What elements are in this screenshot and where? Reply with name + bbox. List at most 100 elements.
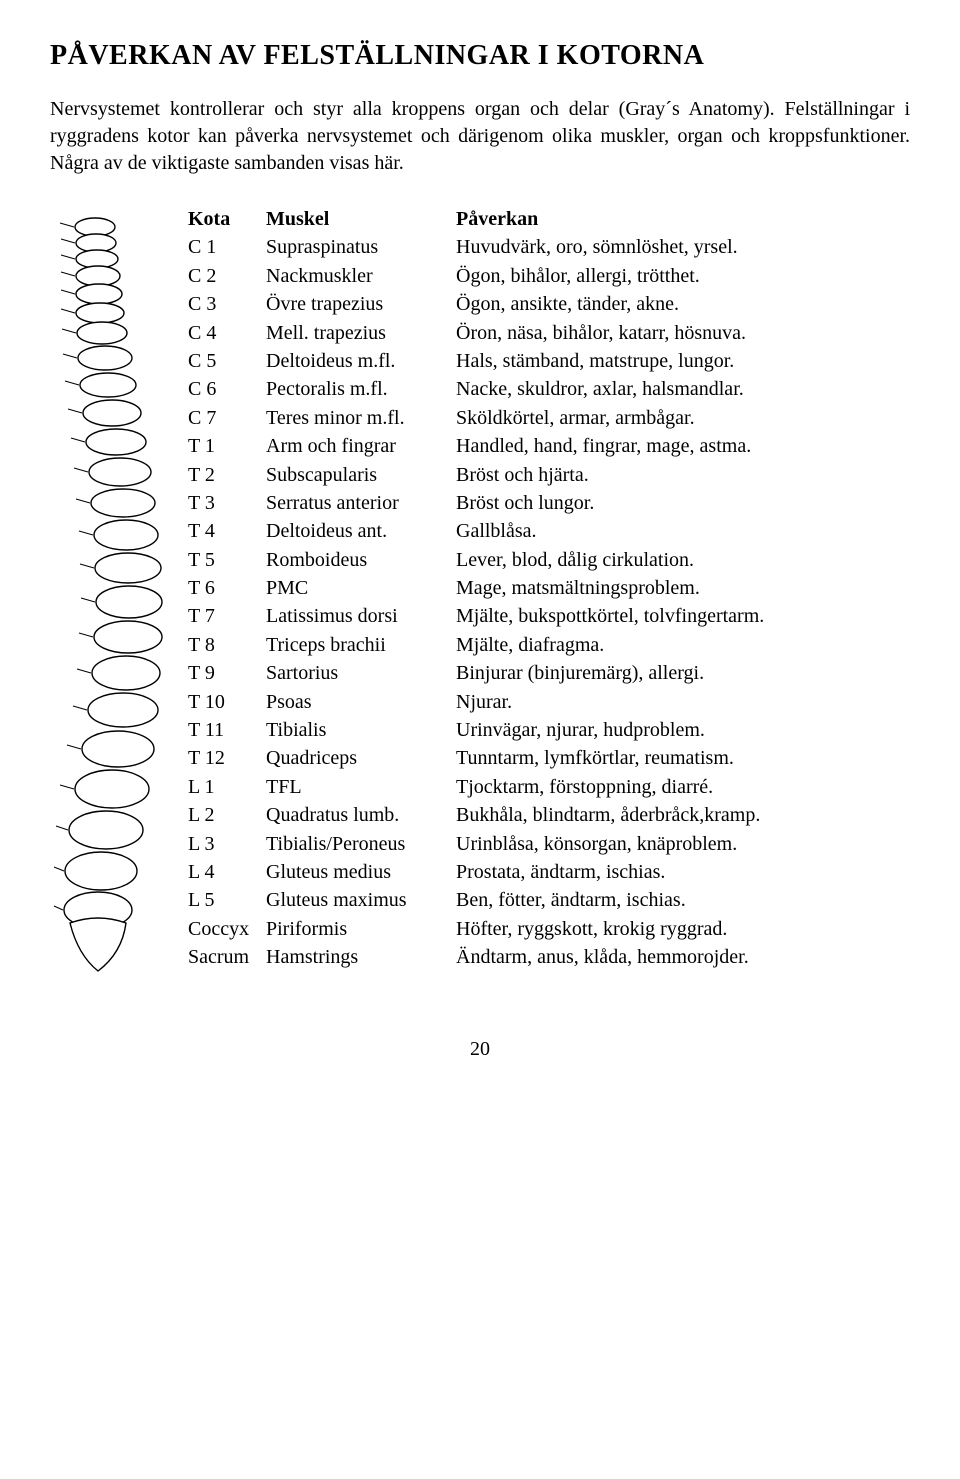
cell-kota: L 1 <box>188 773 266 801</box>
intro-paragraph: Nervsystemet kontrollerar och styr alla … <box>50 96 910 177</box>
cell-kota: Sacrum <box>188 943 266 971</box>
table-row: T 6PMCMage, matsmältningsproblem. <box>188 574 910 602</box>
table-row: T 3Serratus anteriorBröst och lungor. <box>188 489 910 517</box>
cell-paverkan: Ögon, ansikte, tänder, akne. <box>456 290 910 318</box>
table-row: C 2NackmusklerÖgon, bihålor, allergi, tr… <box>188 262 910 290</box>
cell-muskel: Psoas <box>266 688 456 716</box>
table-row: T 1Arm och fingrarHandled, hand, fingrar… <box>188 432 910 460</box>
cell-kota: C 1 <box>188 233 266 261</box>
cell-kota: C 5 <box>188 347 266 375</box>
cell-muskel: Mell. trapezius <box>266 319 456 347</box>
table-row: C 6Pectoralis m.fl.Nacke, skuldror, axla… <box>188 375 910 403</box>
table-row: C 1SupraspinatusHuvudvärk, oro, sömnlösh… <box>188 233 910 261</box>
cell-kota: T 6 <box>188 574 266 602</box>
cell-paverkan: Huvudvärk, oro, sömnlöshet, yrsel. <box>456 233 910 261</box>
table-row: CoccyxPiriformisHöfter, ryggskott, kroki… <box>188 915 910 943</box>
table-row: C 5Deltoideus m.fl.Hals, stämband, matst… <box>188 347 910 375</box>
cell-muskel: Tibialis/Peroneus <box>266 830 456 858</box>
cell-paverkan: Bukhåla, blindtarm, åderbråck,kramp. <box>456 801 910 829</box>
cell-kota: T 8 <box>188 631 266 659</box>
spine-svg <box>50 213 180 973</box>
cell-paverkan: Öron, näsa, bihålor, katarr, hösnuva. <box>456 319 910 347</box>
page-title: PÅVERKAN AV FELSTÄLLNINGAR I KOTORNA <box>50 40 910 72</box>
cell-kota: C 3 <box>188 290 266 318</box>
cell-muskel: Nackmuskler <box>266 262 456 290</box>
cell-paverkan: Mjälte, bukspottkörtel, tolvfingertarm. <box>456 602 910 630</box>
cell-kota: Coccyx <box>188 915 266 943</box>
cell-muskel: Romboideus <box>266 546 456 574</box>
page-number: 20 <box>50 1038 910 1061</box>
table-row: L 3Tibialis/PeroneusUrinblåsa, könsorgan… <box>188 830 910 858</box>
cell-muskel: Deltoideus ant. <box>266 517 456 545</box>
cell-kota: C 7 <box>188 404 266 432</box>
cell-muskel: Gluteus medius <box>266 858 456 886</box>
cell-muskel: Subscapularis <box>266 461 456 489</box>
cell-paverkan: Höfter, ryggskott, krokig ryggrad. <box>456 915 910 943</box>
table-row: L 4Gluteus mediusProstata, ändtarm, isch… <box>188 858 910 886</box>
cell-muskel: Tibialis <box>266 716 456 744</box>
spine-illustration <box>50 205 180 978</box>
table-row: T 9SartoriusBinjurar (binjuremärg), alle… <box>188 659 910 687</box>
cell-muskel: Teres minor m.fl. <box>266 404 456 432</box>
cell-muskel: TFL <box>266 773 456 801</box>
cell-muskel: Quadriceps <box>266 744 456 772</box>
cell-paverkan: Urinblåsa, könsorgan, knäproblem. <box>456 830 910 858</box>
table-row: L 5Gluteus maximusBen, fötter, ändtarm, … <box>188 886 910 914</box>
cell-paverkan: Tunntarm, lymfkörtlar, reumatism. <box>456 744 910 772</box>
cell-muskel: Pectoralis m.fl. <box>266 375 456 403</box>
table-row: SacrumHamstringsÄndtarm, anus, klåda, he… <box>188 943 910 971</box>
cell-kota: L 2 <box>188 801 266 829</box>
cell-muskel: Sartorius <box>266 659 456 687</box>
table-row: L 1TFLTjocktarm, förstoppning, diarré. <box>188 773 910 801</box>
cell-kota: T 2 <box>188 461 266 489</box>
cell-kota: C 2 <box>188 262 266 290</box>
cell-paverkan: Ben, fötter, ändtarm, ischias. <box>456 886 910 914</box>
cell-kota: T 12 <box>188 744 266 772</box>
table-row: T 5RomboideusLever, blod, dålig cirkulat… <box>188 546 910 574</box>
cell-kota: L 4 <box>188 858 266 886</box>
cell-paverkan: Handled, hand, fingrar, mage, astma. <box>456 432 910 460</box>
cell-muskel: Arm och fingrar <box>266 432 456 460</box>
table-row: T 7Latissimus dorsiMjälte, bukspottkörte… <box>188 602 910 630</box>
cell-kota: C 6 <box>188 375 266 403</box>
cell-paverkan: Urinvägar, njurar, hudproblem. <box>456 716 910 744</box>
cell-paverkan: Hals, stämband, matstrupe, lungor. <box>456 347 910 375</box>
table-row: C 4Mell. trapeziusÖron, näsa, bihålor, k… <box>188 319 910 347</box>
cell-paverkan: Tjocktarm, förstoppning, diarré. <box>456 773 910 801</box>
cell-kota: T 7 <box>188 602 266 630</box>
table-row: C 7Teres minor m.fl.Sköldkörtel, armar, … <box>188 404 910 432</box>
cell-paverkan: Binjurar (binjuremärg), allergi. <box>456 659 910 687</box>
table-row: T 10PsoasNjurar. <box>188 688 910 716</box>
cell-paverkan: Nacke, skuldror, axlar, halsmandlar. <box>456 375 910 403</box>
cell-kota: T 9 <box>188 659 266 687</box>
cell-kota: L 5 <box>188 886 266 914</box>
cell-paverkan: Ögon, bihålor, allergi, trötthet. <box>456 262 910 290</box>
cell-kota: C 4 <box>188 319 266 347</box>
cell-kota: T 10 <box>188 688 266 716</box>
cell-paverkan: Njurar. <box>456 688 910 716</box>
cell-paverkan: Bröst och lungor. <box>456 489 910 517</box>
cell-muskel: PMC <box>266 574 456 602</box>
table-row: L 2Quadratus lumb.Bukhåla, blindtarm, åd… <box>188 801 910 829</box>
cell-paverkan: Sköldkörtel, armar, armbågar. <box>456 404 910 432</box>
table-row: T 8Triceps brachiiMjälte, diafragma. <box>188 631 910 659</box>
cell-muskel: Gluteus maximus <box>266 886 456 914</box>
cell-muskel: Supraspinatus <box>266 233 456 261</box>
cell-kota: T 4 <box>188 517 266 545</box>
vertebra-table: Kota Muskel Påverkan C 1SupraspinatusHuv… <box>180 205 910 972</box>
cell-paverkan: Gallblåsa. <box>456 517 910 545</box>
cell-muskel: Deltoideus m.fl. <box>266 347 456 375</box>
cell-kota: T 5 <box>188 546 266 574</box>
cell-muskel: Hamstrings <box>266 943 456 971</box>
table-row: T 11TibialisUrinvägar, njurar, hudproble… <box>188 716 910 744</box>
cell-paverkan: Lever, blod, dålig cirkulation. <box>456 546 910 574</box>
cell-muskel: Övre trapezius <box>266 290 456 318</box>
table-row: C 3Övre trapeziusÖgon, ansikte, tänder, … <box>188 290 910 318</box>
cell-paverkan: Mage, matsmältningsproblem. <box>456 574 910 602</box>
cell-muskel: Triceps brachii <box>266 631 456 659</box>
table-row: T 4Deltoideus ant.Gallblåsa. <box>188 517 910 545</box>
cell-kota: T 1 <box>188 432 266 460</box>
cell-paverkan: Prostata, ändtarm, ischias. <box>456 858 910 886</box>
cell-kota: T 3 <box>188 489 266 517</box>
table-row: T 12QuadricepsTunntarm, lymfkörtlar, reu… <box>188 744 910 772</box>
